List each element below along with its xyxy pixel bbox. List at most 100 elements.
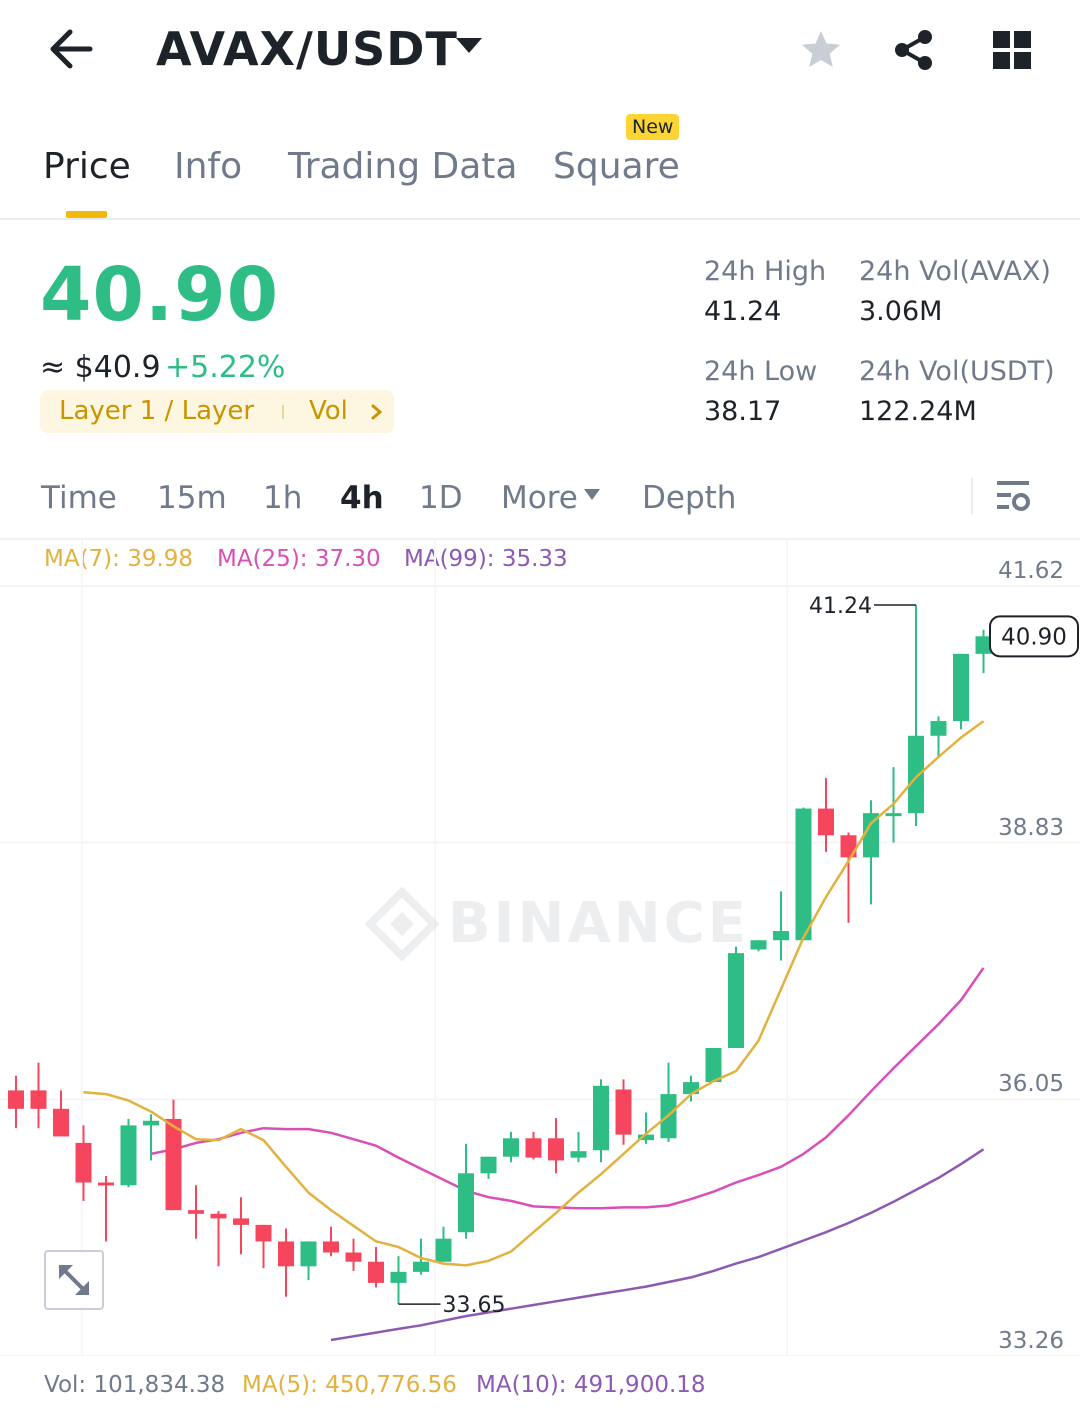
candle-body (278, 1241, 294, 1267)
fiat-price: ≈ $40.9 (40, 350, 161, 385)
candle (53, 1090, 69, 1137)
fullscreen-button[interactable] (44, 1250, 104, 1310)
candle-body (818, 808, 834, 836)
candle (323, 1226, 339, 1257)
candle-body (165, 1118, 182, 1211)
candle-body (368, 1261, 384, 1283)
more-caret-icon[interactable] (584, 489, 600, 500)
candle (705, 1048, 722, 1083)
stat-vol-base-label: 24h Vol(AVAX) (859, 256, 1051, 287)
interval-bar-divider (0, 538, 1080, 540)
candle (908, 605, 924, 827)
candle-body (705, 1048, 722, 1083)
sector-tag[interactable]: Layer 1 / Layer (59, 396, 255, 426)
candle-body (570, 1151, 587, 1158)
ma7-line (83, 720, 985, 1267)
candlestick-chart[interactable]: BINANCE 41.24 33.65 40.90 41.62 38.83 36.05 3… (0, 540, 1080, 1356)
candle-body (120, 1125, 137, 1186)
current-price-label: 40.90 (1001, 624, 1067, 650)
candle (750, 940, 767, 952)
caret-down-icon[interactable] (456, 38, 482, 53)
stat-vol-quote-label: 24h Vol(USDT) (859, 356, 1055, 387)
candle-body (390, 1271, 407, 1283)
current-price-box (989, 615, 1079, 658)
tab-square[interactable]: Square (553, 146, 680, 187)
candle-body (548, 1138, 564, 1161)
candle-body (300, 1241, 317, 1267)
candle-body (795, 808, 812, 941)
candle-body (143, 1120, 159, 1126)
candle-body (188, 1210, 204, 1214)
chart-grid (0, 540, 1080, 1356)
vol-ma10-legend: MA(10): 491,900.18 (476, 1372, 706, 1398)
candle-body (30, 1090, 47, 1109)
ma7-legend: MA(7): 39.98 (44, 546, 194, 572)
interval-more[interactable]: More (501, 480, 578, 516)
candle-body (885, 813, 902, 817)
candle (773, 891, 789, 961)
candle (975, 629, 992, 674)
candle (480, 1156, 497, 1179)
candle (840, 832, 857, 923)
vol-link[interactable]: Vol (309, 396, 348, 426)
y-axis: 41.62 38.83 36.05 33.26 (998, 558, 1064, 1354)
stat-high-value: 41.24 (704, 296, 782, 327)
candle (728, 946, 744, 1049)
candle-body (593, 1085, 609, 1151)
tab-info[interactable]: Info (174, 146, 243, 187)
candle (930, 716, 947, 757)
candle (8, 1075, 24, 1129)
chevron-right-icon[interactable] (369, 403, 385, 421)
y-axis-label: 36.05 (998, 1071, 1064, 1097)
binance-watermark: BINANCE (364, 886, 746, 962)
candle-body (750, 940, 767, 950)
candle-body (908, 735, 924, 814)
stat-low-value: 38.17 (704, 396, 782, 427)
candle (818, 778, 834, 852)
candle (390, 1256, 407, 1305)
ma99-path (330, 1148, 985, 1342)
tabs-divider (0, 218, 1080, 220)
low-marker-label: 33.65 (443, 1293, 506, 1318)
pair-title[interactable]: AVAX/USDT (156, 22, 458, 76)
candle-body (773, 931, 789, 941)
high-marker-label: 41.24 (809, 594, 872, 619)
interval-depth[interactable]: Depth (642, 480, 737, 516)
share-icon[interactable] (892, 28, 936, 72)
interval-4h[interactable]: 4h (340, 480, 384, 516)
back-arrow-icon[interactable] (46, 26, 96, 72)
ma99-line (330, 1148, 985, 1342)
interval-1d[interactable]: 1D (419, 480, 463, 516)
chart-settings-icon[interactable] (994, 478, 1032, 514)
stat-high-label: 24h High (704, 256, 827, 287)
candle (525, 1131, 542, 1160)
candle-body (210, 1213, 227, 1219)
stat-low-label: 24h Low (704, 356, 818, 387)
ma25-path (150, 967, 985, 1210)
candle-body (233, 1218, 249, 1225)
candle-body (413, 1261, 429, 1272)
interval-time[interactable]: Time (41, 480, 117, 516)
grid-icon[interactable] (990, 28, 1034, 72)
interval-15m[interactable]: 15m (157, 480, 227, 516)
tag-box (40, 390, 394, 433)
candle-body (53, 1108, 69, 1137)
price-change-percent: +5.22% (165, 350, 286, 385)
candle-body (345, 1252, 362, 1262)
candle (165, 1099, 182, 1211)
candle (615, 1079, 632, 1145)
star-icon[interactable] (799, 28, 843, 72)
interval-1h[interactable]: 1h (263, 480, 303, 516)
candle-body (255, 1224, 272, 1242)
new-badge: New (626, 114, 680, 140)
ma99-legend: MA(99): 35.33 (404, 546, 568, 572)
ma7-path (83, 720, 985, 1267)
ma25-legend: MA(25): 37.30 (217, 546, 381, 572)
tab-price[interactable]: Price (43, 146, 131, 187)
y-axis-label: 33.26 (998, 1328, 1064, 1354)
candle (75, 1125, 92, 1201)
tab-trading-data[interactable]: Trading Data (288, 146, 518, 187)
candle (233, 1197, 249, 1255)
candle (593, 1079, 609, 1163)
candle-body (638, 1134, 654, 1141)
